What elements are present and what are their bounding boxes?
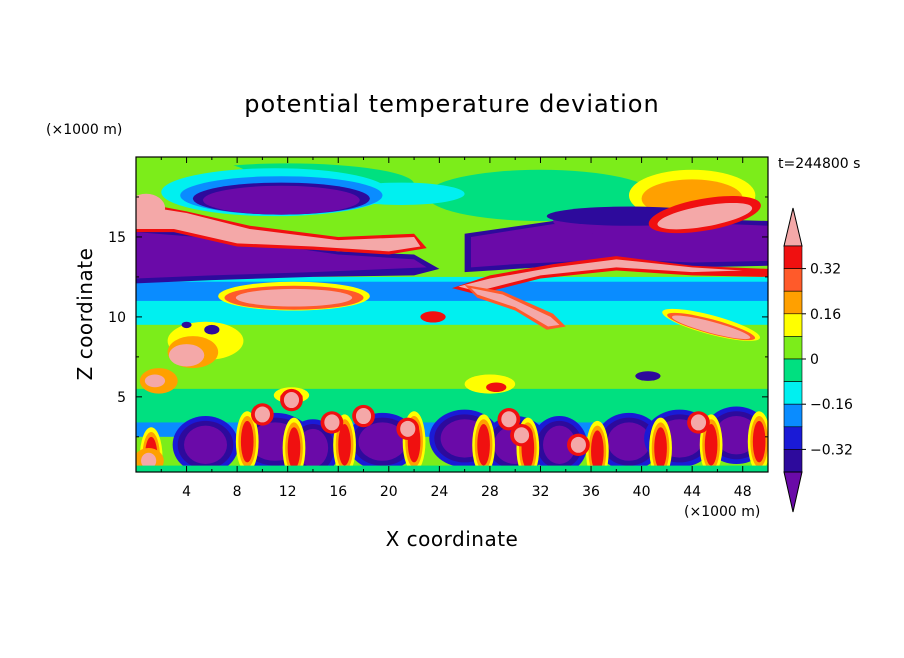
colorbar-swatch <box>783 381 803 405</box>
warm-streak-right <box>672 315 751 340</box>
warm-plume <box>477 424 490 466</box>
colorbar-swatch <box>783 426 803 450</box>
warm-plume <box>287 427 301 469</box>
pink-thermal <box>570 436 586 453</box>
pink-thermal <box>690 414 707 431</box>
contour-field <box>136 157 768 472</box>
descending-warm-filament <box>470 288 560 327</box>
x-tick-label: 32 <box>532 484 550 500</box>
pink-thermal <box>254 406 270 423</box>
x-tick-label: 48 <box>734 484 752 500</box>
plot-frame <box>135 156 769 473</box>
chart-title: potential temperature deviation <box>244 90 659 118</box>
pink-thermal <box>283 392 300 409</box>
colorbar-swatch <box>783 449 803 473</box>
colorbar-swatch <box>783 358 803 382</box>
x-tick-label: 40 <box>633 484 651 500</box>
colorbar-swatch <box>783 290 803 315</box>
contour-blob <box>136 193 166 223</box>
colorbar-tick-label: −0.32 <box>810 442 853 458</box>
cold-pool <box>714 416 758 455</box>
contour-blob <box>168 344 205 367</box>
contour-blob <box>144 374 166 388</box>
x-tick-label: 8 <box>233 484 242 500</box>
contour-blob <box>420 311 446 323</box>
right-warm-pink <box>458 259 743 292</box>
contour-blob <box>181 321 192 329</box>
warm-band-pink <box>136 204 421 252</box>
colorbar-swatch <box>783 245 803 269</box>
warm-plume <box>338 424 351 466</box>
cold-pool <box>297 428 329 468</box>
x-tick-label: 24 <box>430 484 448 500</box>
contour-blob <box>635 371 661 381</box>
colorbar-over-triangle <box>783 207 803 247</box>
warm-plume <box>654 427 667 469</box>
colorbar-tick-label: 0.16 <box>810 307 841 323</box>
x-tick-label: 28 <box>481 484 499 500</box>
colorbar-under-triangle <box>783 471 803 513</box>
pink-thermal <box>513 427 530 444</box>
warm-plume <box>591 430 604 472</box>
y-unit-label: (×1000 m) <box>46 122 122 138</box>
x-axis-ticks: 4 8 12 16 20 24 28 32 36 40 44 48 <box>160 157 752 500</box>
x-unit-label: (×1000 m) <box>684 504 760 520</box>
colorbar-tick-label: 0.32 <box>810 262 841 278</box>
time-label: t=244800 s <box>778 156 860 172</box>
colorbar-tick-label: 0 <box>810 352 819 368</box>
x-tick-label: 44 <box>683 484 701 500</box>
right-warm-red <box>452 256 768 295</box>
contour-blob <box>486 382 507 393</box>
colorbar-swatch <box>783 268 803 292</box>
warm-plume <box>704 424 718 466</box>
colorbar-swatch <box>783 336 803 360</box>
contour-blob <box>657 202 753 230</box>
contour-blob <box>235 288 353 307</box>
y-axis-label: Z coordinate <box>73 248 97 381</box>
colorbar-swatch <box>783 313 803 337</box>
colorbar-swatch <box>783 403 803 428</box>
upper-purple-band <box>136 232 427 279</box>
warm-plume <box>752 420 766 463</box>
warm-plume <box>240 420 254 463</box>
x-tick-label: 4 <box>182 484 191 500</box>
pink-thermal <box>355 408 372 425</box>
contour-blob <box>204 324 220 335</box>
x-tick-label: 36 <box>582 484 600 500</box>
y-axis-ticks: 5 10 15 <box>108 196 768 438</box>
contour-blob <box>202 185 360 215</box>
colorbar: 0.32 0.16 0 −0.16 −0.32 <box>783 207 853 513</box>
x-tick-label: 12 <box>279 484 297 500</box>
right-purple-band <box>470 220 768 268</box>
cold-pool <box>184 425 228 465</box>
contour-blob <box>141 452 157 469</box>
y-tick-label: 5 <box>117 390 126 406</box>
cold-pool <box>358 422 407 461</box>
pink-thermal <box>324 414 340 431</box>
surface-strip <box>136 465 768 472</box>
x-axis-label: X coordinate <box>386 527 519 551</box>
x-tick-label: 20 <box>380 484 398 500</box>
pink-thermal <box>400 420 416 437</box>
cold-pool <box>543 425 576 465</box>
x-tick-label: 16 <box>329 484 347 500</box>
cold-pool <box>607 422 651 461</box>
y-tick-label: 15 <box>108 230 126 246</box>
y-tick-label: 10 <box>108 310 126 326</box>
colorbar-tick-label: −0.16 <box>810 397 853 413</box>
pink-thermal <box>501 411 517 428</box>
